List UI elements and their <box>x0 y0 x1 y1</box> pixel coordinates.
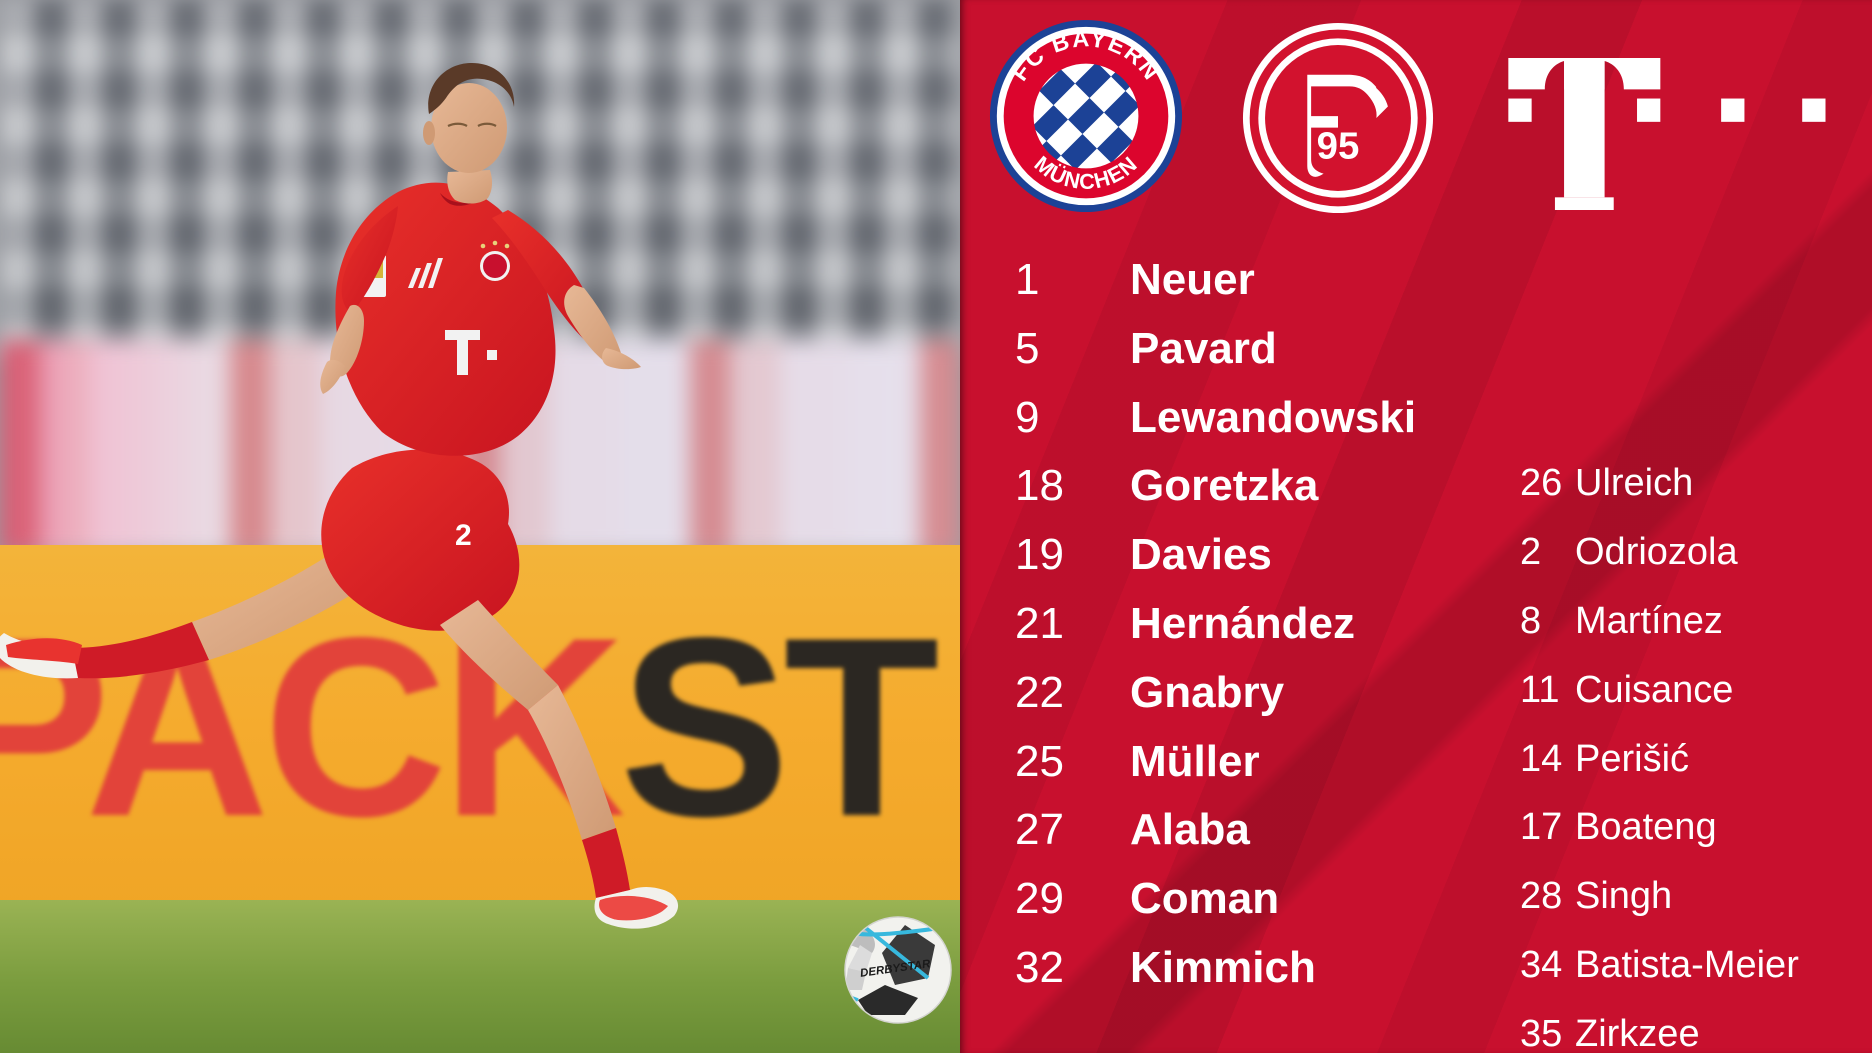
svg-text:95: 95 <box>1317 124 1360 167</box>
svg-text:2: 2 <box>455 519 472 552</box>
